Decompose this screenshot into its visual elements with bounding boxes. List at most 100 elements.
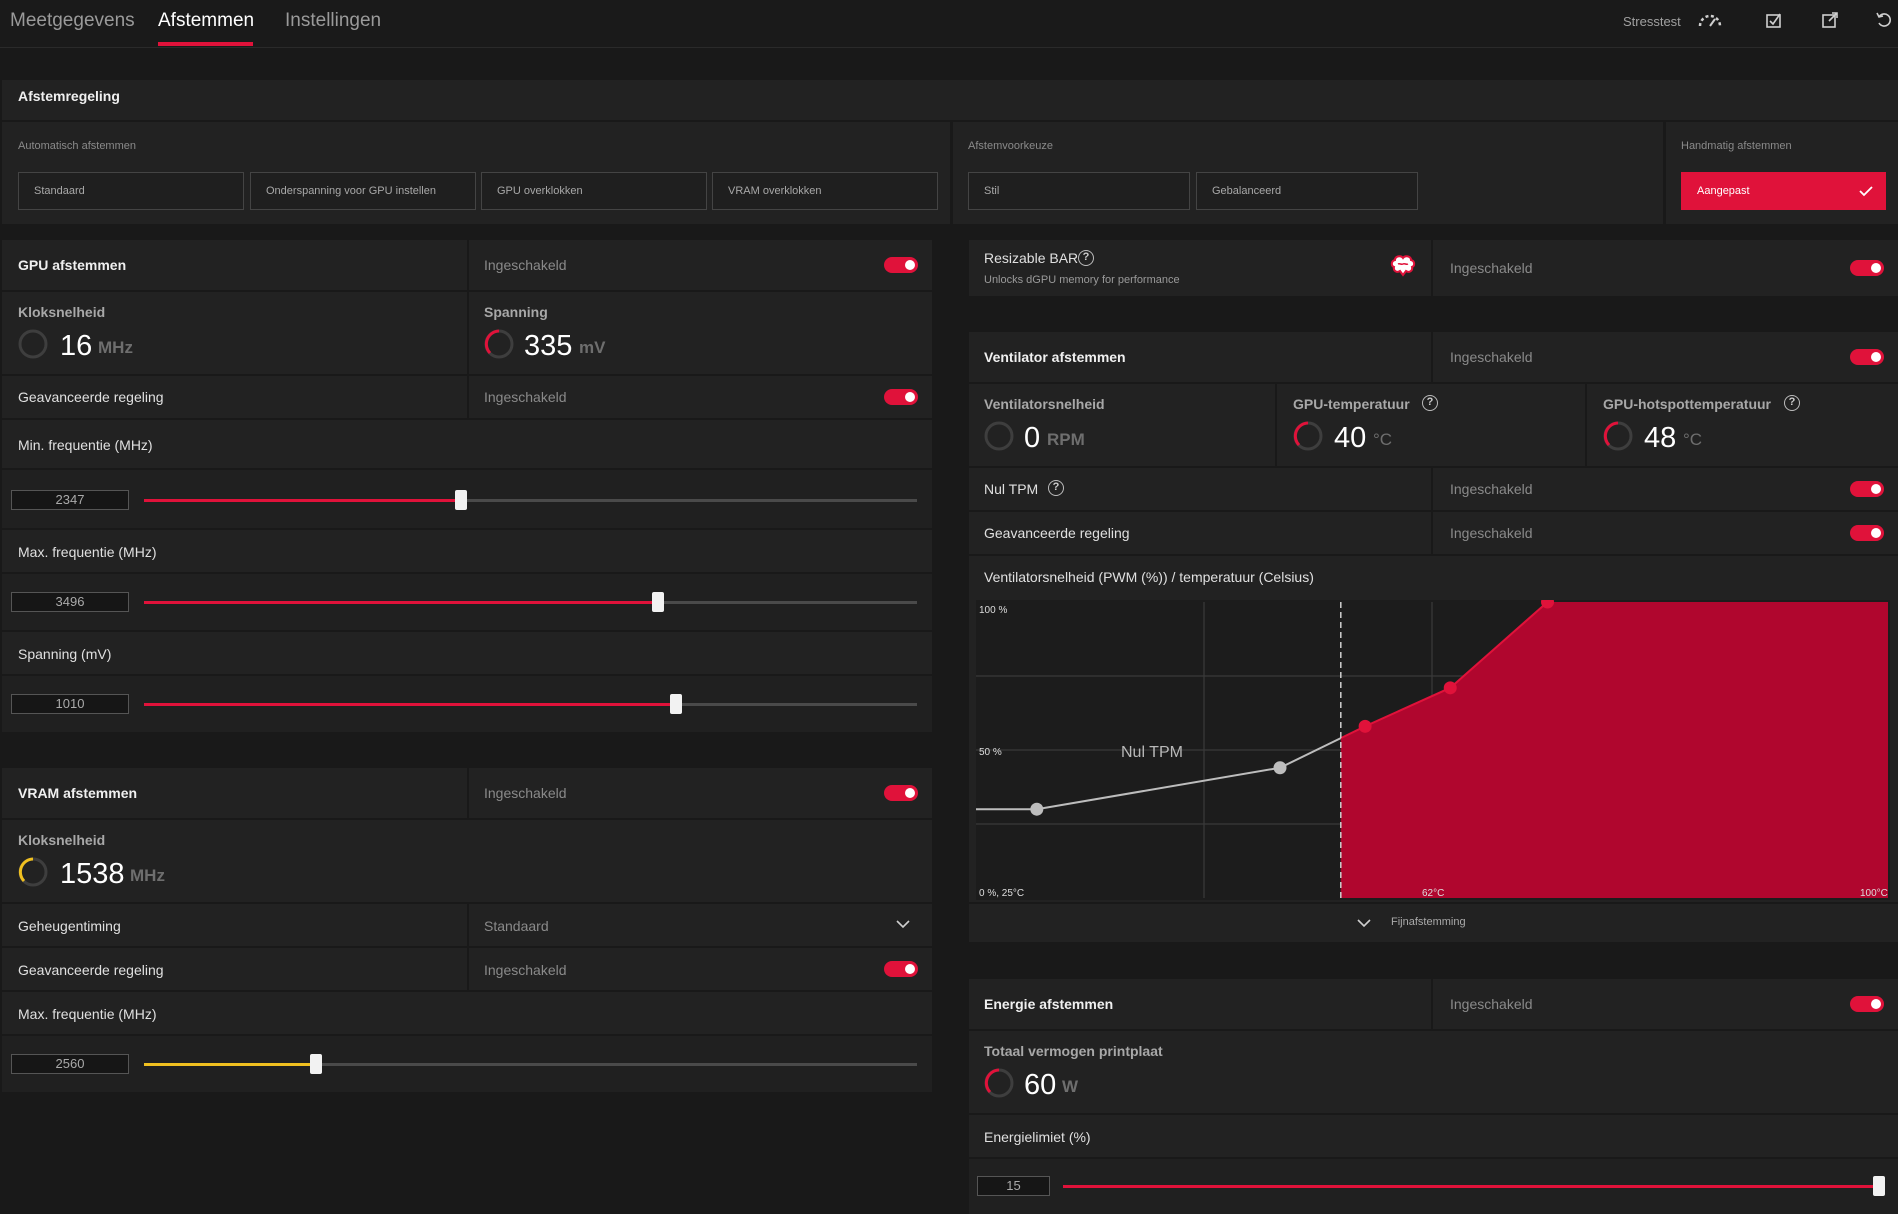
gpu-max-freq-thumb[interactable] xyxy=(652,592,665,612)
gpu-min-freq-input[interactable]: 2347 xyxy=(11,490,129,510)
zero-rpm-row: Nul TPM ? xyxy=(969,468,1431,510)
fan-point-inactive-1[interactable] xyxy=(1030,802,1044,816)
gpu-max-freq-input[interactable]: 3496 xyxy=(11,592,129,612)
rebar-title: Resizable BAR xyxy=(984,250,1079,266)
gpu-clock-gauge-icon xyxy=(18,329,48,359)
stresstest-label[interactable]: Stresstest xyxy=(1623,14,1681,29)
x-tick-100: 100°C xyxy=(1860,888,1888,899)
zero-rpm-help-icon[interactable]: ? xyxy=(1048,480,1064,496)
power-limit-input[interactable]: 15 xyxy=(977,1176,1050,1196)
gpu-advanced-label: Geavanceerde regeling xyxy=(18,389,164,405)
vram-advanced-status-row: Ingeschakeld xyxy=(469,948,932,990)
gpu-min-freq-slider-row: 2347 xyxy=(2,470,932,528)
top-bar: Meetgegevens Afstemmen Instellingen Stre… xyxy=(0,0,1898,48)
rebar-toggle[interactable] xyxy=(1850,260,1884,276)
hotspot-temp-metric: GPU-hotspottemperatuur ? 48 °C xyxy=(1587,384,1898,466)
gpu-tuning-header: GPU afstemmen xyxy=(2,240,467,290)
gpu-tuning-status-row: Ingeschakeld xyxy=(469,240,932,290)
chevron-down-icon xyxy=(896,920,910,929)
vram-advanced-toggle[interactable] xyxy=(884,961,918,977)
gpu-voltage-track[interactable] xyxy=(144,694,917,714)
gpu-min-freq-track[interactable] xyxy=(144,490,917,510)
gpu-max-freq-header: Max. frequentie (MHz) xyxy=(2,530,932,572)
gpu-voltage-input[interactable]: 1010 xyxy=(11,694,129,714)
apply-icon[interactable] xyxy=(1765,11,1783,29)
y-tick-100: 100 % xyxy=(979,605,1007,616)
vram-tuning-status-row: Ingeschakeld xyxy=(469,768,932,818)
power-limit-fill xyxy=(1063,1185,1879,1188)
gpu-advanced-toggle[interactable] xyxy=(884,389,918,405)
preset-vram-overclock-button[interactable]: VRAM overklokken xyxy=(712,172,938,210)
vram-clock-unit: MHz xyxy=(130,866,165,885)
vram-timing-label: Geheugentiming xyxy=(18,918,121,934)
fine-tune-row[interactable]: Fijnafstemming xyxy=(969,904,1898,942)
vram-advanced-status: Ingeschakeld xyxy=(484,962,567,978)
export-icon[interactable] xyxy=(1821,11,1839,29)
vram-max-freq-input[interactable]: 2560 xyxy=(11,1054,129,1074)
vram-clock-label: Kloksnelheid xyxy=(18,832,106,848)
fan-tuning-status: Ingeschakeld xyxy=(1450,349,1533,365)
fan-point-active-2[interactable] xyxy=(1443,681,1457,695)
power-limit-track[interactable] xyxy=(1063,1176,1885,1196)
vram-tuning-toggle[interactable] xyxy=(884,785,918,801)
power-limit-thumb[interactable] xyxy=(1872,1176,1885,1196)
gpu-clock-unit: MHz xyxy=(98,338,133,357)
preset-stil-button[interactable]: Stil xyxy=(968,172,1190,210)
reset-icon[interactable] xyxy=(1875,11,1893,29)
gpu-max-freq-slider-row: 3496 xyxy=(2,574,932,630)
preset-aangepast-button[interactable]: Aangepast xyxy=(1681,172,1886,210)
gpu-advanced-status-row: Ingeschakeld xyxy=(469,376,932,418)
stresstest-gauge-icon[interactable] xyxy=(1697,10,1723,28)
gpu-tuning-toggle[interactable] xyxy=(884,257,918,273)
zero-rpm-toggle[interactable] xyxy=(1850,481,1884,497)
hotspot-temp-label: GPU-hotspottemperatuur xyxy=(1603,396,1771,412)
gpu-voltage-fill xyxy=(144,703,676,706)
manual-tuning-label: Handmatig afstemmen xyxy=(1681,140,1792,152)
rebar-status-row: Ingeschakeld xyxy=(1433,240,1898,296)
fan-curve-chart: 100 % 50 % 0 %, 25°C 62°C 100°C Nul TPM xyxy=(969,598,1898,902)
gpu-clock-value: 16 xyxy=(60,330,93,362)
vram-max-freq-thumb[interactable] xyxy=(309,1054,322,1074)
fan-point-active-3[interactable] xyxy=(1541,600,1555,609)
hotspot-temp-help-icon[interactable]: ? xyxy=(1784,395,1800,411)
vram-clock-metric: Kloksnelheid 1538 MHz xyxy=(2,820,932,902)
gpu-max-freq-label: Max. frequentie (MHz) xyxy=(18,544,157,560)
power-limit-slider-row: 15 xyxy=(969,1159,1898,1214)
gpu-temp-value: 40 xyxy=(1334,422,1367,454)
fan-speed-metric: Ventilatorsnelheid 0 RPM xyxy=(969,384,1275,466)
tbp-gauge-icon xyxy=(984,1068,1014,1098)
vram-timing-row: Geheugentiming xyxy=(2,904,467,946)
preset-gebalanceerd-button[interactable]: Gebalanceerd xyxy=(1196,172,1418,210)
vram-max-freq-track[interactable] xyxy=(144,1054,917,1074)
power-tuning-toggle[interactable] xyxy=(1850,996,1884,1012)
vram-timing-dropdown[interactable]: Standaard xyxy=(469,904,932,946)
gpu-voltage-thumb[interactable] xyxy=(669,694,682,714)
fan-tuning-toggle[interactable] xyxy=(1850,349,1884,365)
gpu-voltage-slider-header: Spanning (mV) xyxy=(2,632,932,674)
fan-point-inactive-2[interactable] xyxy=(1273,761,1287,775)
gpu-temp-help-icon[interactable]: ? xyxy=(1422,395,1438,411)
tab-instellingen[interactable]: Instellingen xyxy=(285,10,382,31)
rebar-help-icon[interactable]: ? xyxy=(1078,250,1094,266)
tab-afstemmen[interactable]: Afstemmen xyxy=(158,10,255,31)
preset-gpu-overclock-button[interactable]: GPU overklokken xyxy=(481,172,707,210)
fan-advanced-row: Geavanceerde regeling xyxy=(969,512,1431,554)
fan-curve-svg[interactable]: 100 % 50 % 0 %, 25°C 62°C 100°C Nul TPM xyxy=(976,600,1890,900)
rebar-status: Ingeschakeld xyxy=(1450,260,1533,276)
gpu-voltage-label: Spanning xyxy=(484,304,548,320)
preset-undervolt-button[interactable]: Onderspanning voor GPU instellen xyxy=(250,172,476,210)
fan-point-active-1[interactable] xyxy=(1358,719,1372,733)
gpu-tuning-status: Ingeschakeld xyxy=(484,257,567,273)
gpu-voltage-unit: mV xyxy=(579,338,606,357)
vram-tuning-title: VRAM afstemmen xyxy=(18,785,138,801)
tab-meetgegevens[interactable]: Meetgegevens xyxy=(10,10,135,31)
preset-standaard-button[interactable]: Standaard xyxy=(18,172,244,210)
fan-advanced-toggle[interactable] xyxy=(1850,525,1884,541)
x-tick-62: 62°C xyxy=(1422,888,1444,899)
vram-advanced-row: Geavanceerde regeling xyxy=(2,948,467,990)
gpu-voltage-metric: Spanning 335 mV xyxy=(469,292,932,374)
gpu-max-freq-track[interactable] xyxy=(144,592,917,612)
gpu-min-freq-thumb[interactable] xyxy=(454,490,467,510)
tbp-unit: W xyxy=(1062,1077,1079,1096)
vram-tuning-header: VRAM afstemmen xyxy=(2,768,467,818)
